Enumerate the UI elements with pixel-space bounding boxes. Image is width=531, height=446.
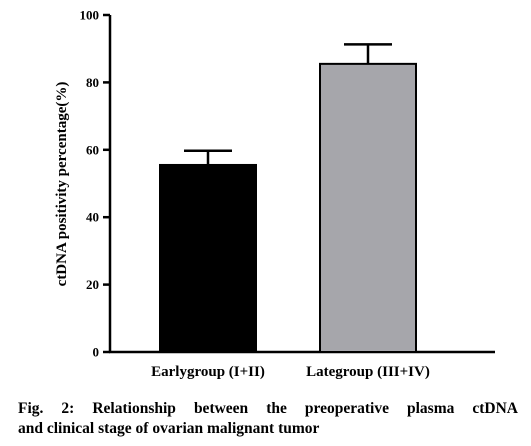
caption-line-2: and clinical stage of ovarian malignant … <box>18 420 320 437</box>
caption-word: preoperative <box>304 400 389 417</box>
caption-word: Fig. <box>18 400 44 417</box>
figure-caption: Fig. 2: Relationship between the preoperative… <box>18 399 518 439</box>
caption-word: plasma <box>406 400 455 417</box>
caption-word: ctDNA <box>472 400 518 417</box>
caption-word: between <box>193 400 249 417</box>
y-tick-label: 80 <box>86 75 99 90</box>
caption-word: Relationship <box>92 400 176 417</box>
y-tick-label: 0 <box>93 345 100 360</box>
caption-line-1: Fig. 2: Relationship between the preoperative… <box>18 399 518 419</box>
y-tick-label: 100 <box>80 8 100 23</box>
category-label: Lategroup (III+IV) <box>306 364 430 380</box>
category-labels: Earlygroup (I+II) Lategroup (III+IV) <box>151 364 430 380</box>
bar-2 <box>319 62 417 354</box>
bars <box>159 62 417 354</box>
y-tick-label: 60 <box>86 142 99 157</box>
caption-word: the <box>266 400 287 417</box>
caption-word: 2: <box>61 400 75 417</box>
y-axis-title: ctDNA positivity percentage(%) <box>54 82 70 287</box>
y-tick-label: 20 <box>86 277 99 292</box>
category-label: Earlygroup (I+II) <box>151 364 265 380</box>
bar-1 <box>159 163 257 353</box>
y-axis: 0 20 40 60 80 100 <box>80 8 112 360</box>
y-tick-label: 40 <box>86 210 99 225</box>
error-bars <box>184 43 392 165</box>
